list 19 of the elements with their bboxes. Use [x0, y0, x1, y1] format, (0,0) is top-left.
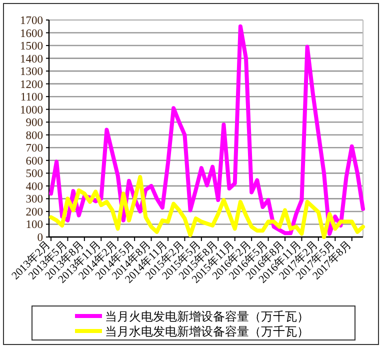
y-tick-label: 200 [26, 206, 44, 218]
y-tick-label: 300 [26, 194, 44, 206]
y-tick-label: 1500 [20, 40, 44, 53]
y-tick-label: 700 [26, 142, 44, 155]
y-tick-label: 400 [26, 180, 44, 193]
y-tick-label: 500 [26, 168, 44, 180]
y-tick-label: 1100 [20, 92, 44, 104]
legend-label: 当月火电发电新增设备容量（万千瓦） [105, 310, 309, 324]
y-tick-label: 1000 [20, 104, 44, 116]
y-tick-label: 900 [26, 117, 44, 130]
y-tick-label: 100 [26, 219, 44, 232]
y-tick-label: 600 [26, 155, 44, 168]
legend-label: 当月水电发电新增设备容量（万千瓦） [105, 324, 309, 338]
y-tick-label: 1400 [20, 53, 44, 66]
y-tick-label: 1600 [20, 28, 44, 40]
y-tick-label: 1200 [20, 78, 44, 91]
y-tick-label: 1300 [20, 66, 44, 78]
y-tick-label: 800 [26, 130, 44, 142]
y-tick-label: 1700 [20, 15, 44, 27]
